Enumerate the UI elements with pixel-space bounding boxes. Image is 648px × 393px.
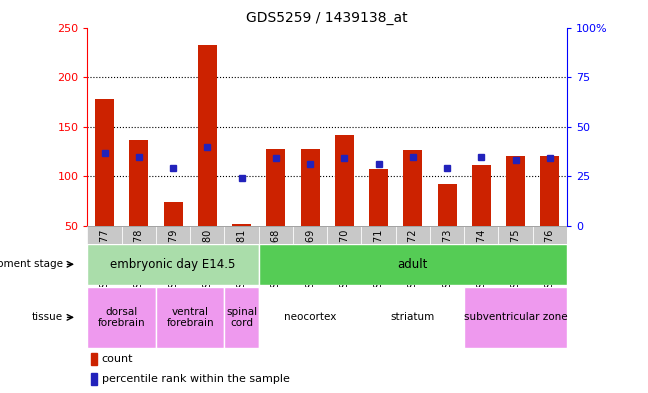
Bar [87, 287, 156, 348]
Text: GSM1195278: GSM1195278 [134, 229, 144, 294]
Bar [369, 169, 388, 275]
Bar [335, 135, 354, 275]
Bar [396, 226, 430, 279]
Bar [533, 226, 567, 279]
Bar [130, 140, 148, 275]
Text: subventricular zone: subventricular zone [464, 312, 568, 322]
Bar [91, 373, 97, 385]
Bar [191, 226, 224, 279]
Text: striatum: striatum [391, 312, 435, 322]
Text: development stage: development stage [0, 259, 63, 269]
Bar [472, 165, 491, 275]
Bar [266, 149, 285, 275]
Text: GSM1195269: GSM1195269 [305, 229, 315, 294]
Text: ventral
forebrain: ventral forebrain [167, 307, 214, 328]
Text: GSM1195280: GSM1195280 [202, 229, 213, 294]
Text: GSM1195275: GSM1195275 [511, 229, 520, 294]
Bar [301, 149, 319, 275]
Text: GSM1195270: GSM1195270 [340, 229, 349, 294]
Text: neocortex: neocortex [284, 312, 336, 322]
Text: tissue: tissue [32, 312, 63, 322]
Bar [293, 226, 327, 279]
Text: adult: adult [398, 258, 428, 271]
Bar [437, 184, 457, 275]
Text: GSM1195277: GSM1195277 [100, 229, 110, 294]
Bar [87, 244, 259, 285]
Bar [404, 150, 422, 275]
Bar [232, 224, 251, 275]
Text: percentile rank within the sample: percentile rank within the sample [102, 374, 290, 384]
Bar [87, 226, 122, 279]
Bar [95, 99, 114, 275]
Text: GSM1195279: GSM1195279 [168, 229, 178, 294]
Bar [259, 226, 293, 279]
Title: GDS5259 / 1439138_at: GDS5259 / 1439138_at [246, 11, 408, 25]
Bar [224, 226, 259, 279]
Bar [259, 287, 362, 348]
Bar [156, 287, 224, 348]
Text: count: count [102, 354, 133, 364]
Bar [259, 244, 567, 285]
Bar [122, 226, 156, 279]
Bar [156, 226, 191, 279]
Bar [540, 156, 559, 275]
Text: GSM1195274: GSM1195274 [476, 229, 487, 294]
Text: GSM1195268: GSM1195268 [271, 229, 281, 294]
Text: GSM1195273: GSM1195273 [442, 229, 452, 294]
Bar [198, 45, 217, 275]
Bar [498, 226, 533, 279]
Text: GSM1195272: GSM1195272 [408, 229, 418, 294]
Text: spinal
cord: spinal cord [226, 307, 257, 328]
Text: GSM1195281: GSM1195281 [237, 229, 247, 294]
Text: GSM1195271: GSM1195271 [374, 229, 384, 294]
Text: embryonic day E14.5: embryonic day E14.5 [110, 258, 236, 271]
Text: GSM1195276: GSM1195276 [545, 229, 555, 294]
Bar [164, 202, 183, 275]
Bar [327, 226, 362, 279]
Bar [91, 353, 97, 365]
Bar [362, 287, 464, 348]
Bar [464, 287, 567, 348]
Bar [506, 156, 525, 275]
Bar [224, 287, 259, 348]
Bar [362, 226, 396, 279]
Bar [464, 226, 498, 279]
Text: dorsal
forebrain: dorsal forebrain [98, 307, 146, 328]
Bar [430, 226, 464, 279]
